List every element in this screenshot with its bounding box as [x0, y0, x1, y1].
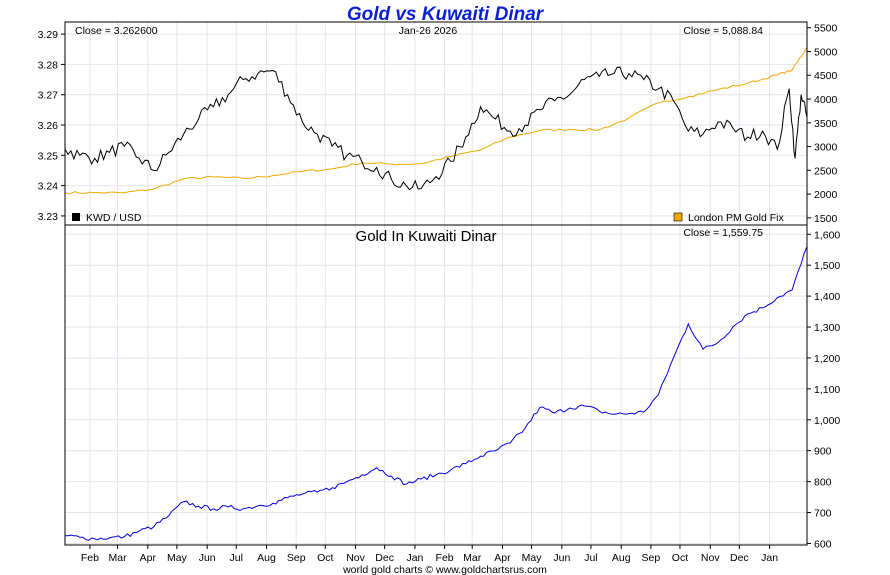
top-right-tick-label: 4500 [814, 70, 838, 82]
top-right-tick-label: 2000 [814, 189, 838, 201]
bottom-right-axis: 600 700 800 900 1,000 1,100 1,200 1,300 1,400 1,5… [807, 229, 840, 550]
bottom-right-tick-label: 1,200 [814, 353, 840, 365]
x-axis-tick-label: Mar [108, 552, 127, 564]
legend-gold-fix: London PM Gold Fix [673, 212, 784, 224]
top-left-tick-label: 3.28 [38, 59, 59, 71]
x-axis-tick-label: Jun [553, 552, 570, 564]
top-right-tick-label: 5500 [814, 23, 838, 35]
x-axis-tick-label: Oct [672, 552, 688, 564]
legend-swatch-kwd-usd [72, 213, 80, 221]
series-line-london-pm-gold-fix [64, 47, 808, 195]
bottom-panel-series [65, 246, 808, 541]
series-line-kwd-usd [64, 66, 808, 191]
bottom-right-tick-label: 1,400 [814, 291, 840, 303]
top-panel-grid [65, 22, 807, 225]
bottom-right-tick-label: 800 [814, 477, 832, 489]
top-right-tick-label: 5000 [814, 46, 838, 58]
x-axis-tick-label: Jul [230, 552, 243, 564]
top-left-tick-label: 3.29 [38, 29, 59, 41]
x-axis-tick-label: Sep [287, 552, 306, 564]
top-panel-series [64, 47, 808, 195]
x-axis-tick-label: Mar [463, 552, 482, 564]
footer-credit: world gold charts © www.goldchartsrus.co… [342, 564, 547, 575]
top-left-tick-label: 3.25 [38, 150, 59, 162]
legend-kwd-usd: KWD / USD [72, 212, 142, 224]
legend-label-kwd-usd: KWD / USD [86, 212, 142, 224]
top-right-tick-label: 4000 [814, 94, 838, 106]
top-close-right-annotation: Close = 5,088.84 [683, 25, 763, 37]
x-axis: Feb Mar Apr May Jun Jul Aug Sep Oct Nov Dec Jan Feb M… [81, 545, 778, 564]
bottom-right-tick-label: 700 [814, 508, 832, 520]
bottom-right-tick-label: 900 [814, 446, 832, 458]
x-axis-tick-label: Apr [140, 552, 157, 564]
x-axis-tick-label: Dec [730, 552, 749, 564]
x-axis-tick-label: May [522, 552, 543, 564]
bottom-panel-grid [65, 225, 807, 545]
top-right-tick-label: 3000 [814, 142, 838, 154]
bottom-right-tick-label: 1,000 [814, 415, 840, 427]
bottom-right-tick-label: 1,300 [814, 322, 840, 334]
x-axis-tick-label: Jun [199, 552, 216, 564]
top-left-tick-label: 3.26 [38, 120, 59, 132]
chart-title: Gold vs Kuwaiti Dinar [347, 4, 545, 25]
x-axis-tick-label: Nov [701, 552, 720, 564]
x-axis-tick-label: Jul [584, 552, 597, 564]
top-left-tick-label: 3.27 [38, 90, 59, 102]
x-axis-tick-label: Jan [406, 552, 423, 564]
top-left-tick-label: 3.24 [38, 181, 59, 193]
x-axis-tick-label: Aug [612, 552, 631, 564]
top-right-tick-label: 3500 [814, 118, 838, 130]
top-right-tick-label: 1500 [814, 213, 838, 225]
x-axis-tick-label: Feb [81, 552, 99, 564]
bottom-panel-title: Gold In Kuwaiti Dinar [356, 228, 497, 245]
x-axis-tick-label: May [167, 552, 188, 564]
top-left-axis: 3.23 3.24 3.25 3.26 3.27 3.28 3.29 [38, 29, 65, 223]
x-axis-tick-label: Jan [761, 552, 778, 564]
x-axis-tick-label: Aug [257, 552, 276, 564]
legend-swatch-gold-fix [673, 212, 683, 222]
x-axis-tick-label: Apr [494, 552, 511, 564]
x-axis-tick-label: Oct [317, 552, 333, 564]
bottom-right-tick-label: 1,600 [814, 229, 840, 241]
x-axis-tick-label: Nov [346, 552, 365, 564]
series-line-gold-in-kuwaiti-dinar [65, 246, 808, 541]
bottom-close-annotation: Close = 1,559.75 [683, 227, 763, 239]
top-left-tick-label: 3.23 [38, 211, 59, 223]
top-date-annotation: Jan-26 2026 [399, 25, 458, 37]
bottom-panel-frame [64, 224, 808, 546]
top-right-axis: 1500 2000 2500 3000 3500 4000 4500 5000 5500 [807, 23, 838, 225]
bottom-right-tick-label: 1,100 [814, 384, 840, 396]
bottom-right-tick-label: 600 [814, 538, 832, 550]
x-axis-tick-label: Feb [436, 552, 454, 564]
bottom-right-tick-label: 1,500 [814, 260, 840, 272]
legend-label-gold-fix: London PM Gold Fix [688, 212, 784, 224]
top-close-left-annotation: Close = 3.262600 [75, 25, 158, 37]
top-right-tick-label: 2500 [814, 165, 838, 177]
x-axis-tick-label: Dec [375, 552, 394, 564]
x-axis-tick-label: Sep [642, 552, 661, 564]
